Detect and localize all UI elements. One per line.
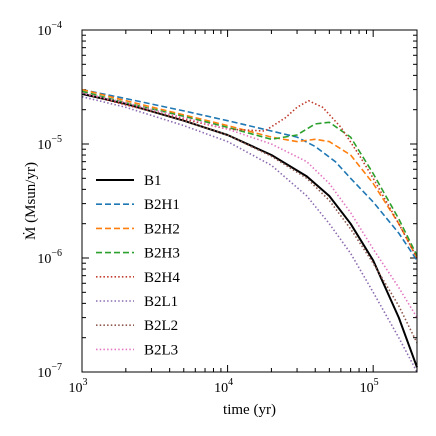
x-tick-mantissa: 10 (69, 381, 83, 396)
x-tick-mantissa: 10 (360, 381, 374, 396)
y-tick-label: 10−6 (37, 248, 62, 267)
legend-label: B2H1 (144, 197, 180, 213)
y-tick-exponent: −7 (51, 362, 62, 373)
y-tick-mantissa: 10 (37, 24, 51, 39)
axis-ticks (81, 29, 418, 373)
legend-label: B2H3 (144, 246, 180, 262)
y-axis-label: Ṁ (Msun/yr) (23, 162, 39, 240)
legend-label: B2L2 (144, 318, 178, 334)
y-tick-mantissa: 10 (37, 138, 51, 153)
series-line-b2l1 (81, 95, 418, 373)
legend-label: B2L1 (144, 294, 178, 310)
series-line-b2h4 (81, 92, 418, 259)
x-tick-label: 103 (69, 377, 88, 396)
series-line-b1 (81, 92, 418, 368)
y-tick-mantissa: 10 (37, 366, 51, 381)
x-tick-label: 104 (214, 377, 233, 396)
plot-frame (81, 29, 418, 373)
series-line-b2h3 (81, 90, 418, 256)
legend-label: B2L3 (144, 342, 178, 358)
series-line-b2h1 (81, 88, 418, 261)
legend-label: B2H2 (144, 221, 180, 237)
legend-label: B2H4 (144, 270, 180, 286)
series-line-b2l2 (81, 92, 418, 344)
y-tick-exponent: −4 (51, 20, 62, 31)
x-tick-mantissa: 10 (214, 381, 228, 396)
series-line-b2l3 (81, 92, 418, 319)
x-axis-label: time (yr) (223, 402, 276, 418)
legend: B1 B2H1 B2H2 B2H3 B2H4 B2L1 B2L2 B2L3 (96, 173, 180, 358)
x-tick-exponent: 3 (83, 377, 88, 388)
x-tick-label: 105 (360, 377, 379, 396)
y-tick-label: 10−7 (37, 362, 62, 381)
x-tick-exponent: 5 (374, 377, 379, 388)
y-tick-label: 10−5 (37, 134, 62, 153)
series-line-b2h2 (81, 88, 418, 259)
y-tick-exponent: −5 (51, 134, 62, 145)
y-tick-label: 10−4 (37, 20, 62, 39)
x-tick-exponent: 4 (228, 377, 233, 388)
y-tick-mantissa: 10 (37, 252, 51, 267)
legend-label: B1 (144, 173, 162, 189)
y-tick-exponent: −6 (51, 248, 62, 259)
series-lines (81, 88, 418, 373)
